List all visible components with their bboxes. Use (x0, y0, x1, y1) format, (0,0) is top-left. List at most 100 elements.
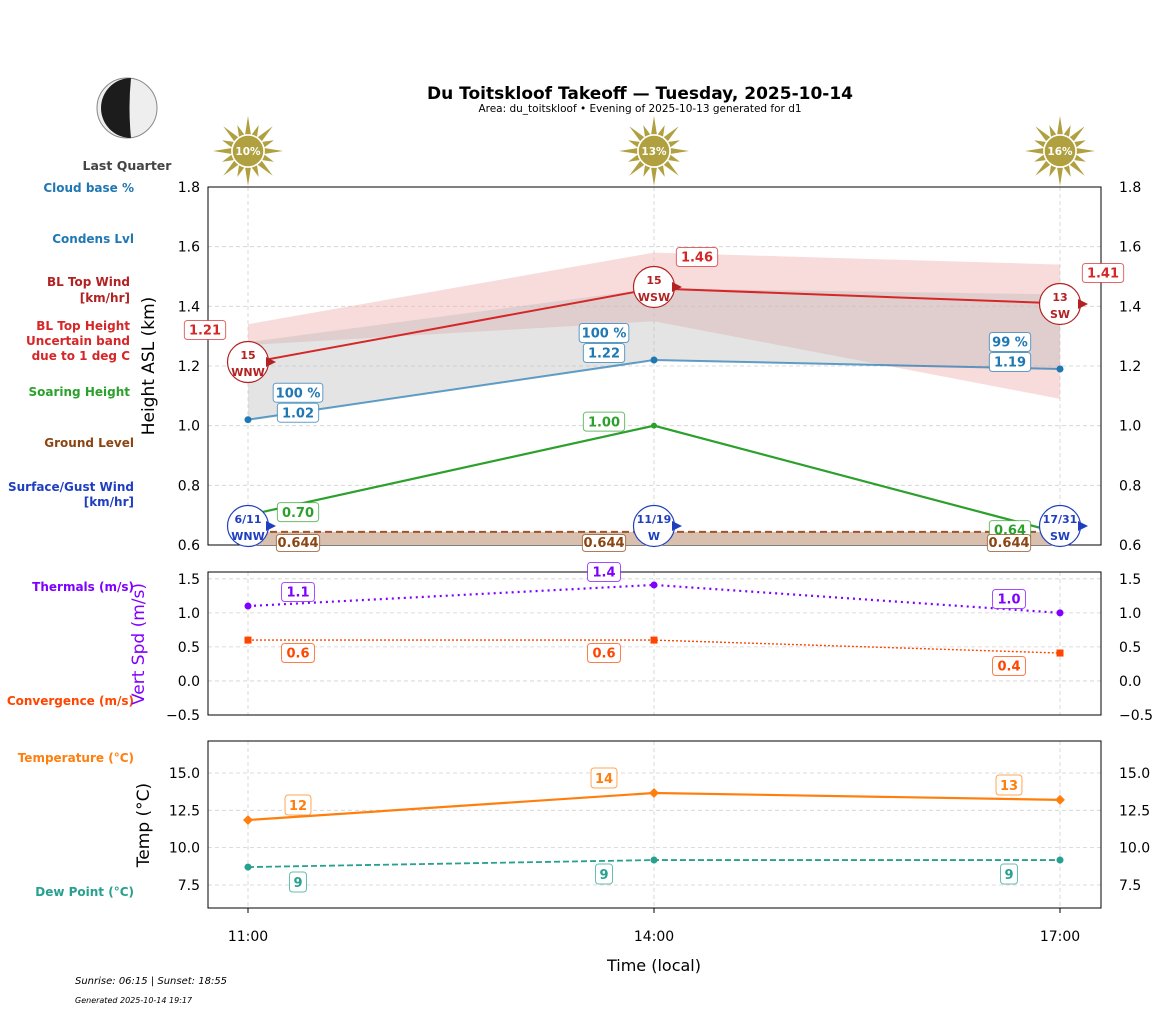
ground-label: 0.644 (277, 536, 318, 551)
cloud-cover-pct: 16% (1047, 146, 1073, 158)
y-tick-label-right: 1.2 (1119, 359, 1141, 375)
thermals-point (244, 602, 252, 610)
cloud-base-pct-label-box (272, 382, 324, 403)
chart-title: Du Toitskloof Takeoff — Tuesday, 2025-10… (427, 84, 853, 104)
dew-point-label-box (595, 863, 613, 885)
bl-top-label: 1.41 (1087, 267, 1119, 282)
convergence-label: 0.6 (286, 647, 309, 662)
convergence-point (244, 636, 252, 644)
footer-generated: Generated 2025-10-14 19:17 (75, 996, 193, 1005)
footer-sun-times: Sunrise: 06:15 | Sunset: 18:55 (75, 976, 227, 987)
sun-cloud-cover-icon: 13% (619, 116, 689, 186)
y-tick-label-right: 1.6 (1119, 240, 1141, 256)
bl-wind-marker-speed: 13 (1052, 291, 1067, 304)
soaring-point (651, 422, 657, 429)
dew-point-label-box (289, 871, 307, 893)
soaring-label: 1.00 (588, 415, 620, 430)
legend-dew-point: Dew Point (°C) (35, 885, 134, 899)
temperature-label-box (995, 774, 1023, 796)
y-tick-label-right: 12.5 (1119, 803, 1150, 819)
sun-cloud-cover-icon: 16% (1025, 116, 1095, 186)
y-tick-label: 0.0 (178, 674, 200, 690)
panel-3: 7.5 7.5 10.0 10.0 12.5 12.5 15.0 15.0 12 9 14 9 13 9 (169, 740, 1150, 909)
x-tick-label: 11:00 (228, 929, 268, 945)
temperature-label: 14 (595, 772, 613, 787)
dew-point-point (244, 863, 252, 871)
dew-point-label-box (1000, 863, 1018, 885)
y-tick-label: 1.8 (178, 180, 200, 196)
moon-last-quarter-icon (96, 77, 158, 139)
legend-soaring-height: Soaring Height (29, 385, 131, 399)
legend-bl-wind-unit: [km/hr] (80, 291, 130, 305)
temperature-label: 12 (289, 799, 307, 814)
surface-wind-marker-speed: 17/31 (1043, 513, 1078, 526)
condens-label: 1.22 (588, 347, 620, 362)
y-tick-label: 1.4 (178, 299, 200, 315)
condens-label: 1.19 (994, 356, 1026, 371)
bl-top-label-box (675, 247, 719, 267)
temperature-label-box (590, 767, 618, 789)
x-axis-label: Time (local) (606, 956, 701, 975)
y-tick-label: 0.5 (178, 640, 200, 656)
y-axis-label: Temp (°C) (134, 783, 154, 868)
y-tick-label-right: 7.5 (1119, 878, 1141, 894)
thermals-label: 1.1 (286, 586, 309, 601)
legend-bl-band: BL Top Height (36, 319, 130, 333)
legend-bl-band-3: due to 1 deg C (32, 349, 131, 363)
condens-point (650, 356, 658, 364)
y-tick-label-right: 0.0 (1119, 674, 1141, 690)
y-tick-label: 10.0 (169, 841, 200, 857)
y-tick-label: 12.5 (169, 803, 200, 819)
y-tick-label: 1.0 (178, 606, 200, 622)
temperature-point (649, 788, 659, 798)
y-tick-label: 0.6 (178, 538, 200, 554)
y-tick-label-right: 1.8 (1119, 180, 1141, 196)
thermals-label: 1.0 (997, 593, 1020, 608)
ground-label-box (581, 534, 627, 552)
bl-wind-marker: 15 WSW (632, 265, 682, 309)
convergence-label-box (992, 656, 1026, 676)
temperature-point (243, 815, 253, 825)
legend-surface-wind-unit: [km/hr] (84, 495, 134, 509)
condens-point (1056, 365, 1064, 373)
thermals-label-box (281, 582, 315, 602)
y-tick-label-right: 1.0 (1119, 606, 1141, 622)
y-tick-label-right: −0.5 (1119, 708, 1153, 724)
legend-surface-wind: Surface/Gust Wind (8, 480, 134, 494)
surface-wind-marker-speed: 11/19 (637, 513, 672, 526)
legend-ground-level: Ground Level (44, 436, 134, 450)
legend-temperature: Temperature (°C) (18, 751, 134, 765)
axes-frame (207, 740, 1102, 909)
dew-point-point (650, 856, 658, 864)
cloud-cover-pct: 10% (235, 146, 261, 158)
surface-wind-marker: 17/31 SW (1038, 504, 1088, 548)
wind-arrow-icon (1078, 299, 1088, 309)
bl-wind-marker-direction: SW (1050, 308, 1070, 321)
cloud-base-pct-label: 99 % (992, 336, 1028, 351)
legend-condens-level: Condens Lvl (52, 232, 134, 246)
cloud-band (248, 288, 1060, 420)
convergence-point (650, 636, 658, 644)
axes-frame (207, 571, 1102, 716)
surface-wind-marker-direction: WNW (231, 530, 264, 543)
wind-arrow-icon (672, 282, 682, 292)
dew-point-label: 9 (1004, 868, 1013, 883)
thermals-point (1056, 609, 1064, 617)
y-tick-label-right: 1.5 (1119, 572, 1141, 588)
legend-convergence: Convergence (m/s) (7, 694, 134, 708)
y-tick-label-right: 0.6 (1119, 538, 1141, 554)
y-tick-label: 0.8 (178, 478, 200, 494)
bl-wind-marker-speed: 15 (646, 274, 661, 287)
bl-top-label-box (183, 320, 227, 340)
dew-point-point (1056, 856, 1064, 864)
condens-label-box (276, 402, 320, 423)
thermals-label: 1.4 (592, 566, 615, 581)
x-tick-label: 17:00 (1040, 929, 1080, 945)
y-tick-label-right: 15.0 (1119, 766, 1150, 782)
bl-uncertainty-band (248, 252, 1060, 399)
soaring-label: 0.70 (282, 506, 314, 521)
y-tick-label: 1.6 (178, 240, 200, 256)
dew-point-label: 9 (293, 876, 302, 891)
dew-point-label: 9 (599, 868, 608, 883)
